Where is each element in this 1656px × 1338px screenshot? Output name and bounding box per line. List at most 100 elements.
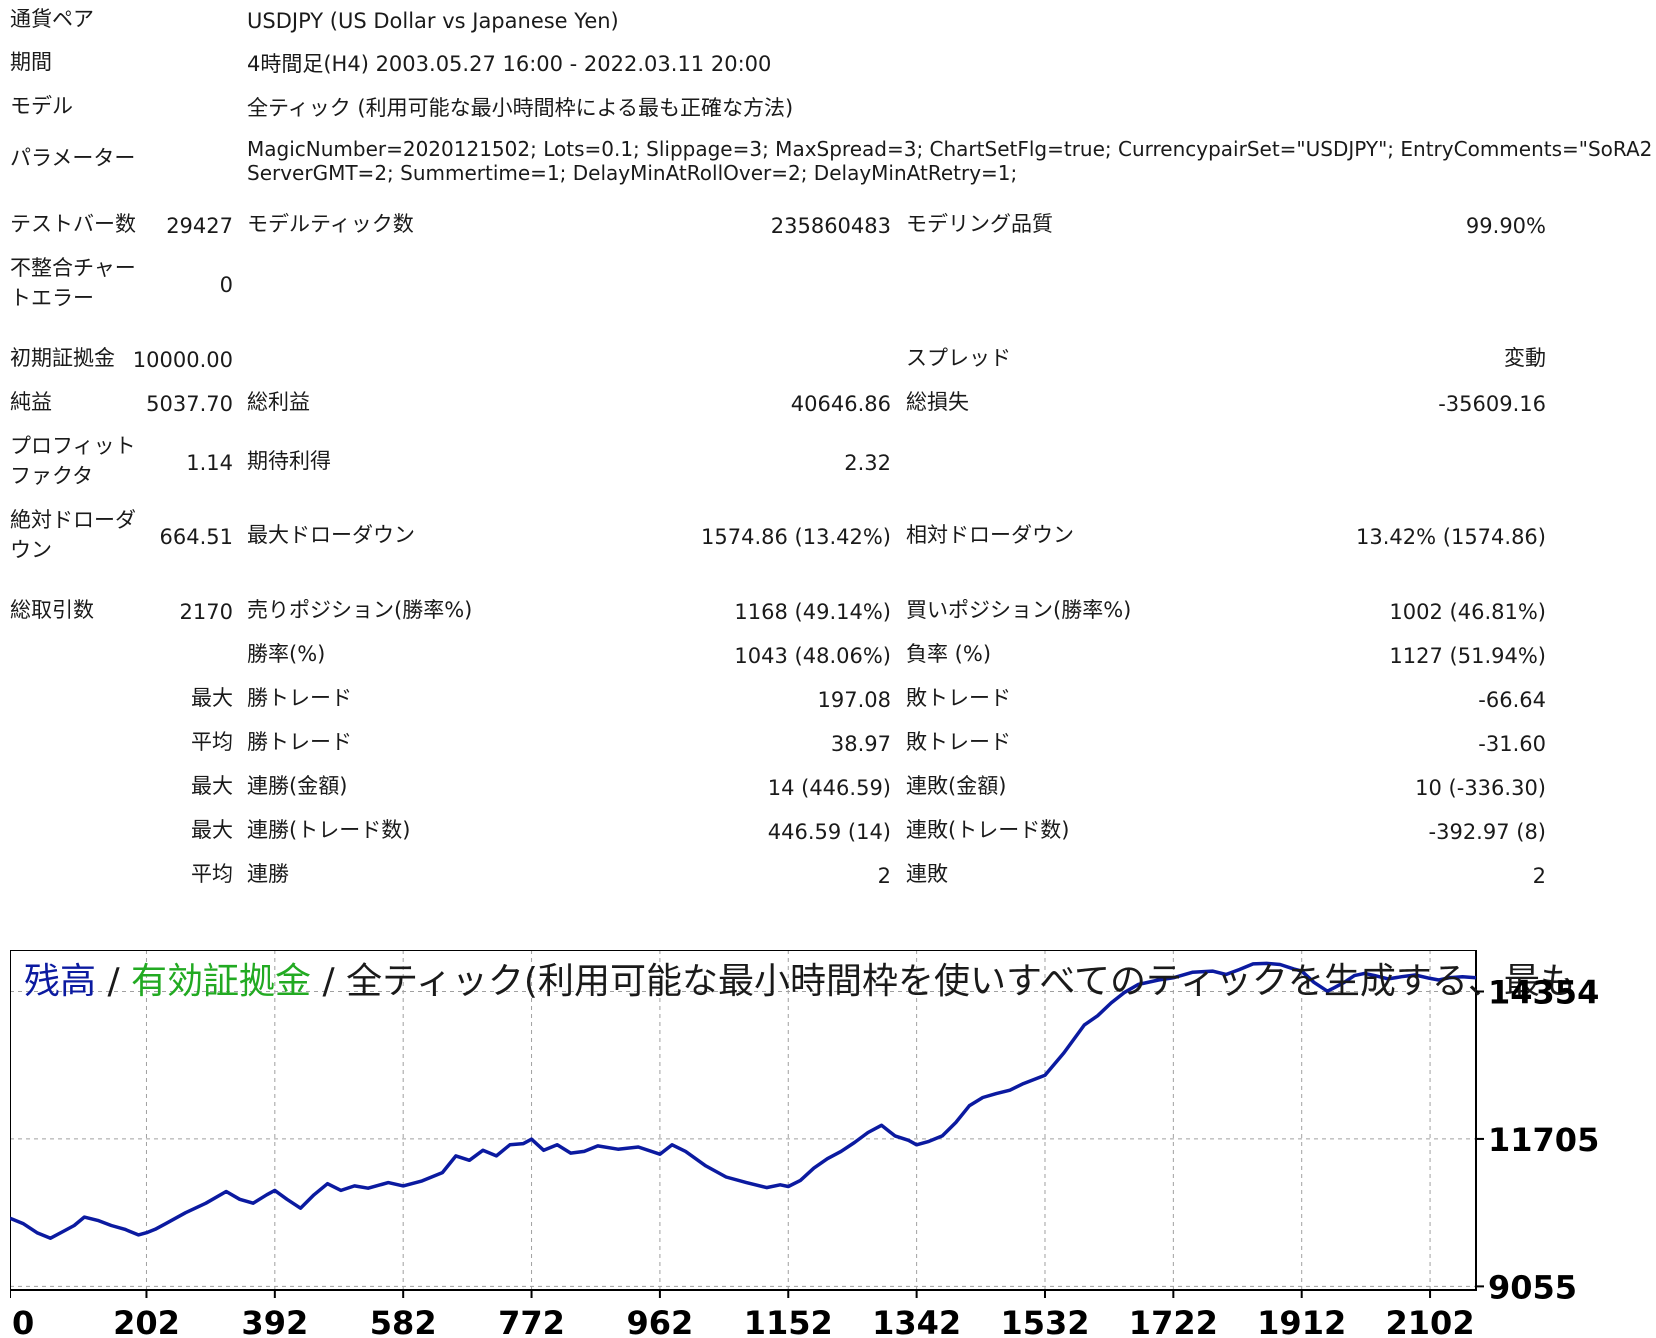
y-tick-label: 14354	[1488, 974, 1599, 1012]
bars-label: テストバー数	[10, 212, 136, 236]
row3-b-value: 10 (-336.30)	[1415, 776, 1546, 800]
model-label: モデル	[10, 94, 73, 118]
rel-dd-label: 相対ドローダウン	[906, 523, 1074, 547]
x-tick-label: 962	[627, 1304, 694, 1338]
loss-value: 1127 (51.94%)	[1389, 644, 1546, 668]
x-tick-label: 2102	[1386, 1304, 1475, 1338]
row5-a-value: 2	[877, 864, 891, 888]
long-label: 買いポジション(勝率%)	[906, 598, 1132, 622]
win-label: 勝率(%)	[247, 642, 326, 666]
loss-label: 負率 (%)	[906, 642, 992, 666]
bars-value: 29427	[166, 214, 233, 238]
gross-loss-label: 総損失	[906, 390, 969, 414]
row5-a-label: 連勝	[247, 862, 289, 886]
row1-b-value: -66.64	[1478, 688, 1546, 712]
mismatch-value: 0	[219, 273, 233, 297]
pair-value: USDJPY (US Dollar vs Japanese Yen)	[247, 9, 619, 33]
balance-series-line	[10, 961, 1477, 1240]
period-value: 4時間足(H4) 2003.05.27 16:00 - 2022.03.11 2…	[247, 52, 772, 76]
ticks-label: モデルティック数	[247, 212, 414, 236]
deposit-value: 10000.00	[132, 348, 233, 372]
abs-dd-label-2: ウン	[10, 538, 52, 562]
row2-b-label: 敗トレード	[906, 730, 1011, 754]
title-sep-1: /	[96, 961, 131, 1002]
row2-a-value: 38.97	[830, 732, 891, 756]
x-tick-label: 202	[113, 1304, 180, 1338]
y-axis: 9055 11705 14354	[1476, 974, 1599, 1306]
row3-b-label: 連敗(金額)	[906, 774, 1007, 798]
rel-dd-value: 13.42% (1574.86)	[1356, 525, 1546, 549]
mismatch-label-2: トエラー	[10, 286, 94, 310]
net-label: 純益	[10, 390, 52, 414]
params-line-2: ServerGMT=2; Summertime=1; DelayMinAtRol…	[247, 161, 1018, 185]
gross-profit-value: 40646.86	[790, 392, 891, 416]
model-value: 全ティック (利用可能な最小時間枠による最も正確な方法)	[247, 96, 794, 120]
plot-frame	[10, 950, 1477, 1291]
row3-a-label: 連勝(金額)	[247, 774, 348, 798]
row4-a-value: 446.59 (14)	[767, 820, 891, 844]
row1-a-value: 197.08	[817, 688, 891, 712]
ticks-value: 235860483	[770, 214, 891, 238]
x-axis: 0 202 392 582 772 962 1152 1342 1532 1722 1912 2102	[10, 1290, 1475, 1338]
spread-label: スプレッド	[906, 346, 1011, 370]
net-value: 5037.70	[146, 392, 233, 416]
x-tick-label: 1152	[744, 1304, 833, 1338]
row1-a-label: 勝トレード	[247, 686, 352, 710]
title-model: 全ティック(利用可能な最小時間枠を使いすべてのティックを生成する、最も	[346, 961, 1576, 1002]
pf-label-1: プロフィット	[10, 434, 136, 458]
quality-label: モデリング品質	[906, 212, 1053, 236]
gross-loss-value: -35609.16	[1438, 392, 1546, 416]
x-tick-label: 1342	[872, 1304, 961, 1338]
row2-a-label: 勝トレード	[247, 730, 352, 754]
short-label: 売りポジション(勝率%)	[247, 598, 473, 622]
params-label: パラメーター	[10, 146, 136, 170]
row3-a-value: 14 (446.59)	[767, 776, 891, 800]
x-tick-label: 0	[12, 1304, 34, 1338]
gross-profit-label: 総利益	[247, 390, 310, 414]
expected-label: 期待利得	[247, 449, 331, 473]
row4-prefix: 最大	[191, 818, 233, 842]
pf-label-2: ファクタ	[10, 464, 94, 488]
max-dd-value: 1574.86 (13.42%)	[701, 525, 891, 549]
pair-label: 通貨ペア	[10, 7, 94, 31]
spread-value: 変動	[1504, 346, 1546, 370]
win-value: 1043 (48.06%)	[734, 644, 891, 668]
row5-b-value: 2	[1532, 864, 1546, 888]
row4-b-value: -392.97 (8)	[1428, 820, 1546, 844]
period-label: 期間	[10, 50, 52, 74]
title-equity: 有効証拠金	[131, 961, 311, 1002]
row5-prefix: 平均	[191, 862, 233, 886]
x-tick-label: 772	[498, 1304, 565, 1338]
y-tick-label: 11705	[1488, 1121, 1599, 1159]
row3-prefix: 最大	[191, 774, 233, 798]
row2-prefix: 平均	[191, 730, 233, 754]
x-tick-label: 1532	[1000, 1304, 1089, 1338]
trades-value: 2170	[179, 600, 233, 624]
row1-prefix: 最大	[191, 686, 233, 710]
pf-value: 1.14	[186, 451, 233, 475]
x-tick-label: 1722	[1129, 1304, 1218, 1338]
trades-label: 総取引数	[10, 598, 94, 622]
row1-b-label: 敗トレード	[906, 686, 1011, 710]
x-tick-label: 392	[241, 1304, 308, 1338]
short-value: 1168 (49.14%)	[734, 600, 891, 624]
row4-a-label: 連勝(トレード数)	[247, 818, 411, 842]
max-dd-label: 最大ドローダウン	[247, 523, 415, 547]
title-sep-2: /	[311, 961, 346, 1002]
row4-b-label: 連敗(トレード数)	[906, 818, 1070, 842]
title-balance: 残高	[24, 961, 96, 1002]
quality-value: 99.90%	[1465, 214, 1546, 238]
row2-b-value: -31.60	[1478, 732, 1546, 756]
row5-b-label: 連敗	[906, 862, 948, 886]
y-tick-label: 9055	[1488, 1268, 1577, 1306]
x-tick-label: 582	[370, 1304, 437, 1338]
chart-title: 残高 / 有効証拠金 / 全ティック(利用可能な最小時間枠を使いすべてのティック…	[24, 961, 1576, 1002]
chart-grid	[10, 950, 1476, 1290]
expected-value: 2.32	[844, 451, 891, 475]
balance-chart: 残高 / 有効証拠金 / 全ティック(利用可能な最小時間枠を使いすべてのティック…	[10, 950, 1599, 1338]
deposit-label: 初期証拠金	[10, 346, 115, 370]
mismatch-label-1: 不整合チャー	[10, 256, 136, 280]
x-tick-label: 1912	[1257, 1304, 1346, 1338]
params-line-1: MagicNumber=2020121502; Lots=0.1; Slippa…	[247, 137, 1656, 161]
abs-dd-value: 664.51	[159, 525, 233, 549]
